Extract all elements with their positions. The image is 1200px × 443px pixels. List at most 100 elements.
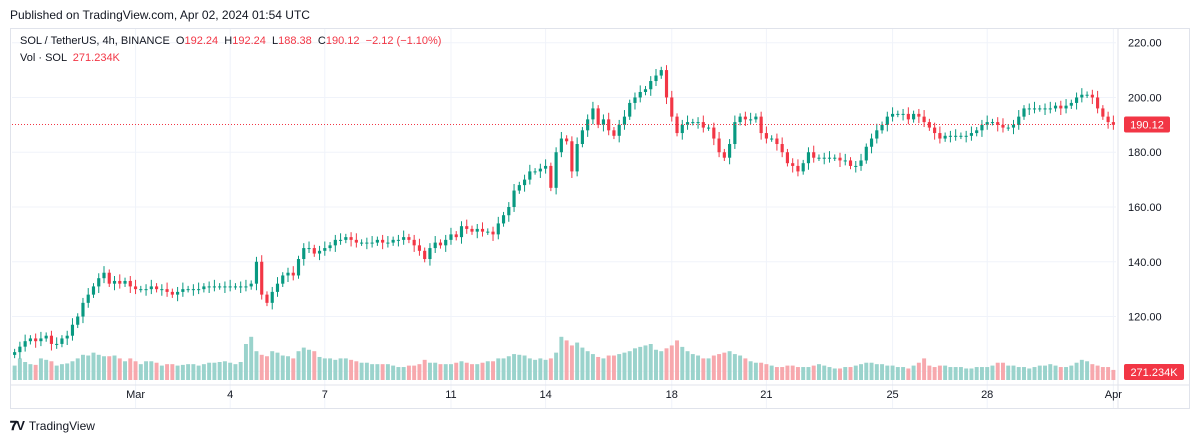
published-header: Published on TradingView.com, Apr 02, 20… [10,8,310,22]
candle-body [386,242,390,244]
volume-bar [895,367,900,380]
volume-bar [1016,367,1021,380]
volume-bar [1048,364,1053,380]
volume-bar [874,364,879,380]
volume-bar [301,347,306,380]
volume-bar [1095,365,1100,380]
volume-bar [538,358,543,380]
volume-bar [632,348,637,380]
candle-body [586,119,590,131]
candle-body [344,237,348,240]
candle-body [338,239,343,241]
volume-bar [464,362,469,380]
volume-bar [601,358,606,380]
candle-body [691,122,695,124]
candle-body [869,138,874,147]
candle-body [1101,108,1105,117]
candle-body [49,335,54,344]
candle-body [501,215,506,224]
candle-body [470,228,474,232]
volume-bar [102,356,106,380]
volume-bar [159,365,164,380]
candle-body [1032,108,1037,110]
candle-body [833,157,837,159]
candle-body [633,97,637,103]
volume-bar [533,359,538,380]
candle-body [1017,116,1021,125]
volume-bar [328,358,333,380]
volume-bar [28,364,33,380]
candle-body [975,130,979,134]
candle-body [875,130,879,139]
volume-bar [675,340,680,380]
candle-body [375,239,379,243]
volume-bar [422,359,427,380]
volume-bar [222,361,227,380]
candle-body [528,171,532,180]
candle-body [938,133,942,139]
candle-body [197,289,201,291]
volume-bar [906,368,911,380]
volume-bar [953,367,958,380]
volume-bar [927,365,932,380]
candle-body [933,127,937,134]
volume-bar [932,367,937,380]
candle-body [97,278,101,287]
volume-bar [638,346,643,380]
candle-body [601,119,606,125]
candle-body [44,335,48,339]
candle-body [701,122,705,128]
candle-body [444,239,448,246]
candle-body [964,135,968,137]
volume-bar [585,351,590,380]
volume-bar [349,359,354,380]
candle-body [480,228,485,232]
candle-body [1090,94,1094,98]
volume-bar [853,365,858,380]
volume-bar [554,352,559,380]
volume-bar [380,364,385,380]
candle-body [1111,122,1115,125]
volume-bar [969,368,974,380]
candle-body [417,245,422,251]
candle-body [522,179,527,186]
volume-bar [790,365,795,380]
candle-body [112,280,117,284]
candle-body [822,157,826,159]
candle-body [1027,108,1031,110]
volume-bar [690,354,695,380]
volume-bar [49,361,54,380]
volume-bar [438,364,443,380]
volume-bar [385,364,390,380]
candle-body [449,234,453,240]
y-tick-label: 200.00 [1128,92,1162,104]
candle-body [176,291,180,295]
x-tick-label: 14 [539,389,551,401]
volume-bar [70,361,75,380]
volume-bar [249,336,254,380]
volume-bar [1106,367,1111,380]
volume-bar [23,362,28,380]
volume-bar [238,362,243,380]
candle-body [270,291,274,303]
tradingview-brand[interactable]: 𝟕V TradingView [10,418,95,434]
candle-body [854,165,858,167]
volume-bar [401,367,406,380]
volume-bar [1111,369,1116,380]
volume-bar [448,364,453,380]
candle-body [475,228,479,232]
volume-bar [296,351,301,380]
change-value: −2.12 (−1.10%) [365,35,442,47]
volume-bar [543,359,548,380]
candle-body [207,286,211,288]
candle-body [580,130,584,145]
volume-bar [669,345,674,380]
x-tick-label: Mar [126,389,145,401]
volume-bar [627,351,632,380]
candle-body [885,116,889,125]
volume-bar [864,362,869,380]
ohlc-legend: SOL / TetherUS, 4h, BINANCE O192.24 H192… [20,35,442,47]
volume-bar [275,352,280,380]
candle-body [212,286,216,288]
